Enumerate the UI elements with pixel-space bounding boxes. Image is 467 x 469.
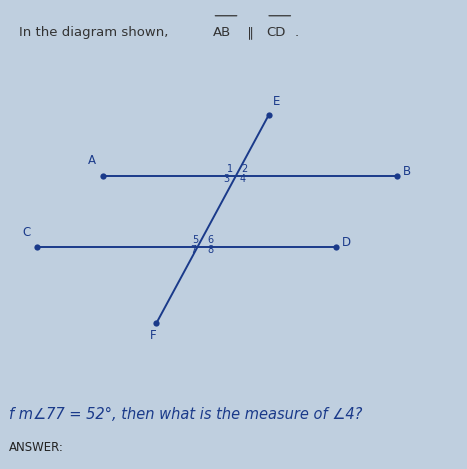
Text: 5: 5 [192,235,198,245]
Text: .: . [294,26,298,39]
Text: E: E [273,95,281,107]
Text: 3: 3 [223,174,230,184]
Text: 4: 4 [240,174,246,184]
Text: D: D [342,235,351,249]
Text: CD: CD [266,26,285,39]
Text: ∥: ∥ [243,26,258,39]
Text: 2: 2 [241,165,248,174]
Text: ANSWER:: ANSWER: [9,441,64,454]
Text: AB: AB [212,26,231,39]
Text: 1: 1 [226,165,233,174]
Text: B: B [403,165,410,178]
Text: f m∠77 = 52°, then what is the measure of ∠4?: f m∠77 = 52°, then what is the measure o… [9,408,363,423]
Text: 8: 8 [207,245,213,256]
Text: In the diagram shown,: In the diagram shown, [19,26,172,39]
Text: A: A [88,154,96,167]
Text: 6: 6 [207,235,213,245]
Text: C: C [22,227,30,239]
Text: F: F [150,329,157,342]
Text: 7: 7 [190,245,196,256]
